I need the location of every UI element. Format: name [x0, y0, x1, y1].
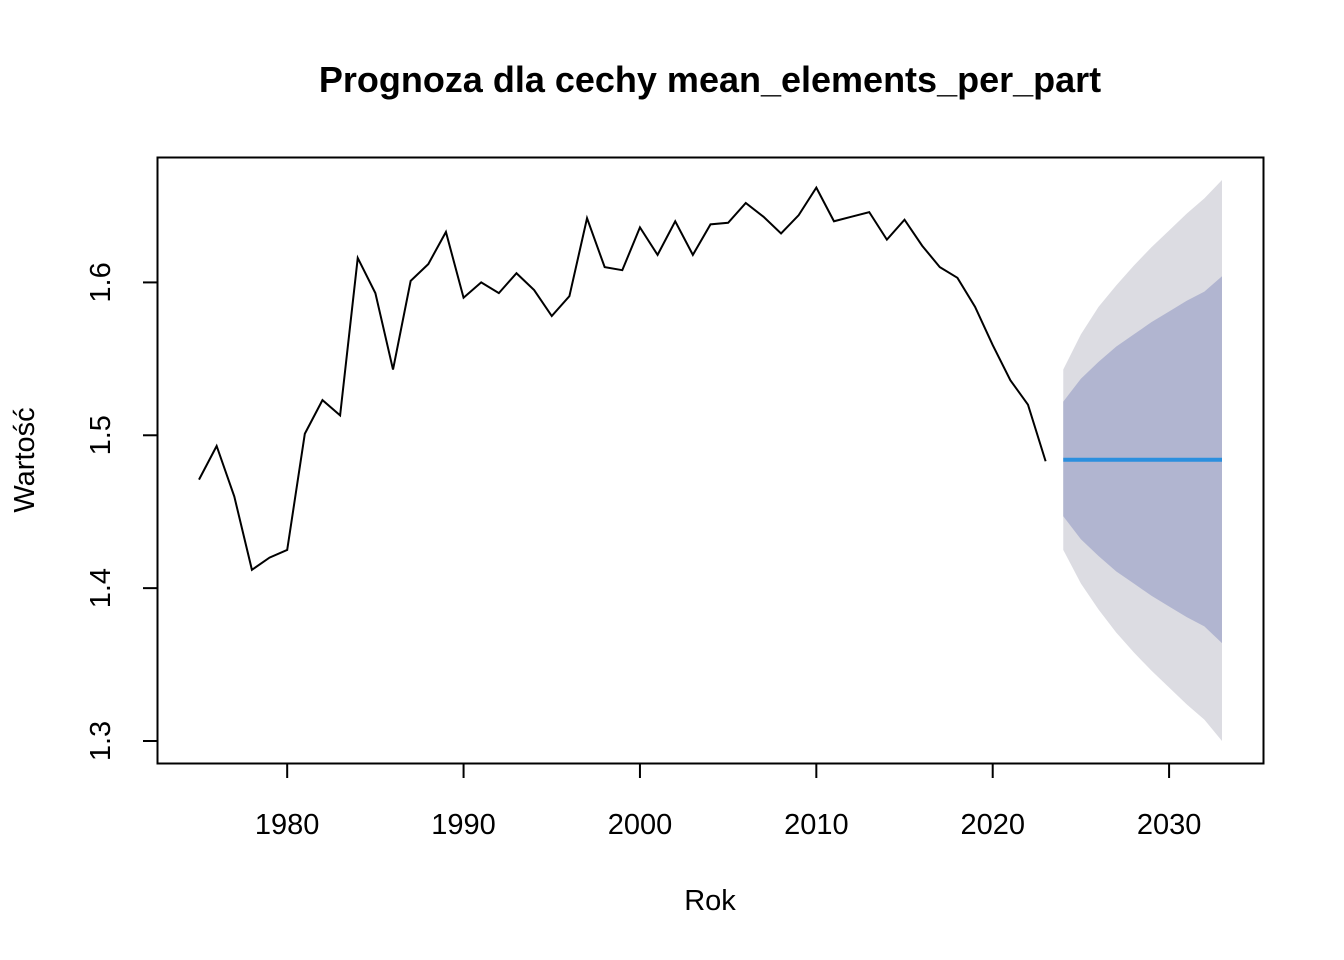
x-tick-label-2030: 2030 [1137, 809, 1202, 841]
x-axis-label: Rok [684, 885, 736, 917]
y-tick-label-1.4: 1.4 [85, 568, 117, 608]
x-tick-label-2010: 2010 [784, 809, 849, 841]
y-tick-label-1.5: 1.5 [85, 415, 117, 455]
chart-title: Prognoza dla cechy mean_elements_per_par… [319, 59, 1101, 100]
y-tick-label-1.3: 1.3 [85, 721, 117, 761]
series-lines [198, 185, 1222, 572]
y-axis: 1.3 1.4 1.5 1.6 [85, 262, 157, 761]
y-axis-label: Wartość [9, 407, 41, 512]
x-tick-label-1980: 1980 [255, 809, 320, 841]
x-tick-label-2020: 2020 [960, 809, 1025, 841]
y-tick-label-1.6: 1.6 [85, 262, 117, 302]
history-line [198, 185, 1047, 572]
x-axis: 1980 1990 2000 2010 2020 2030 [255, 764, 1201, 841]
x-tick-label-2000: 2000 [608, 809, 673, 841]
x-tick-label-1990: 1990 [431, 809, 496, 841]
plot-frame [156, 156, 1265, 765]
